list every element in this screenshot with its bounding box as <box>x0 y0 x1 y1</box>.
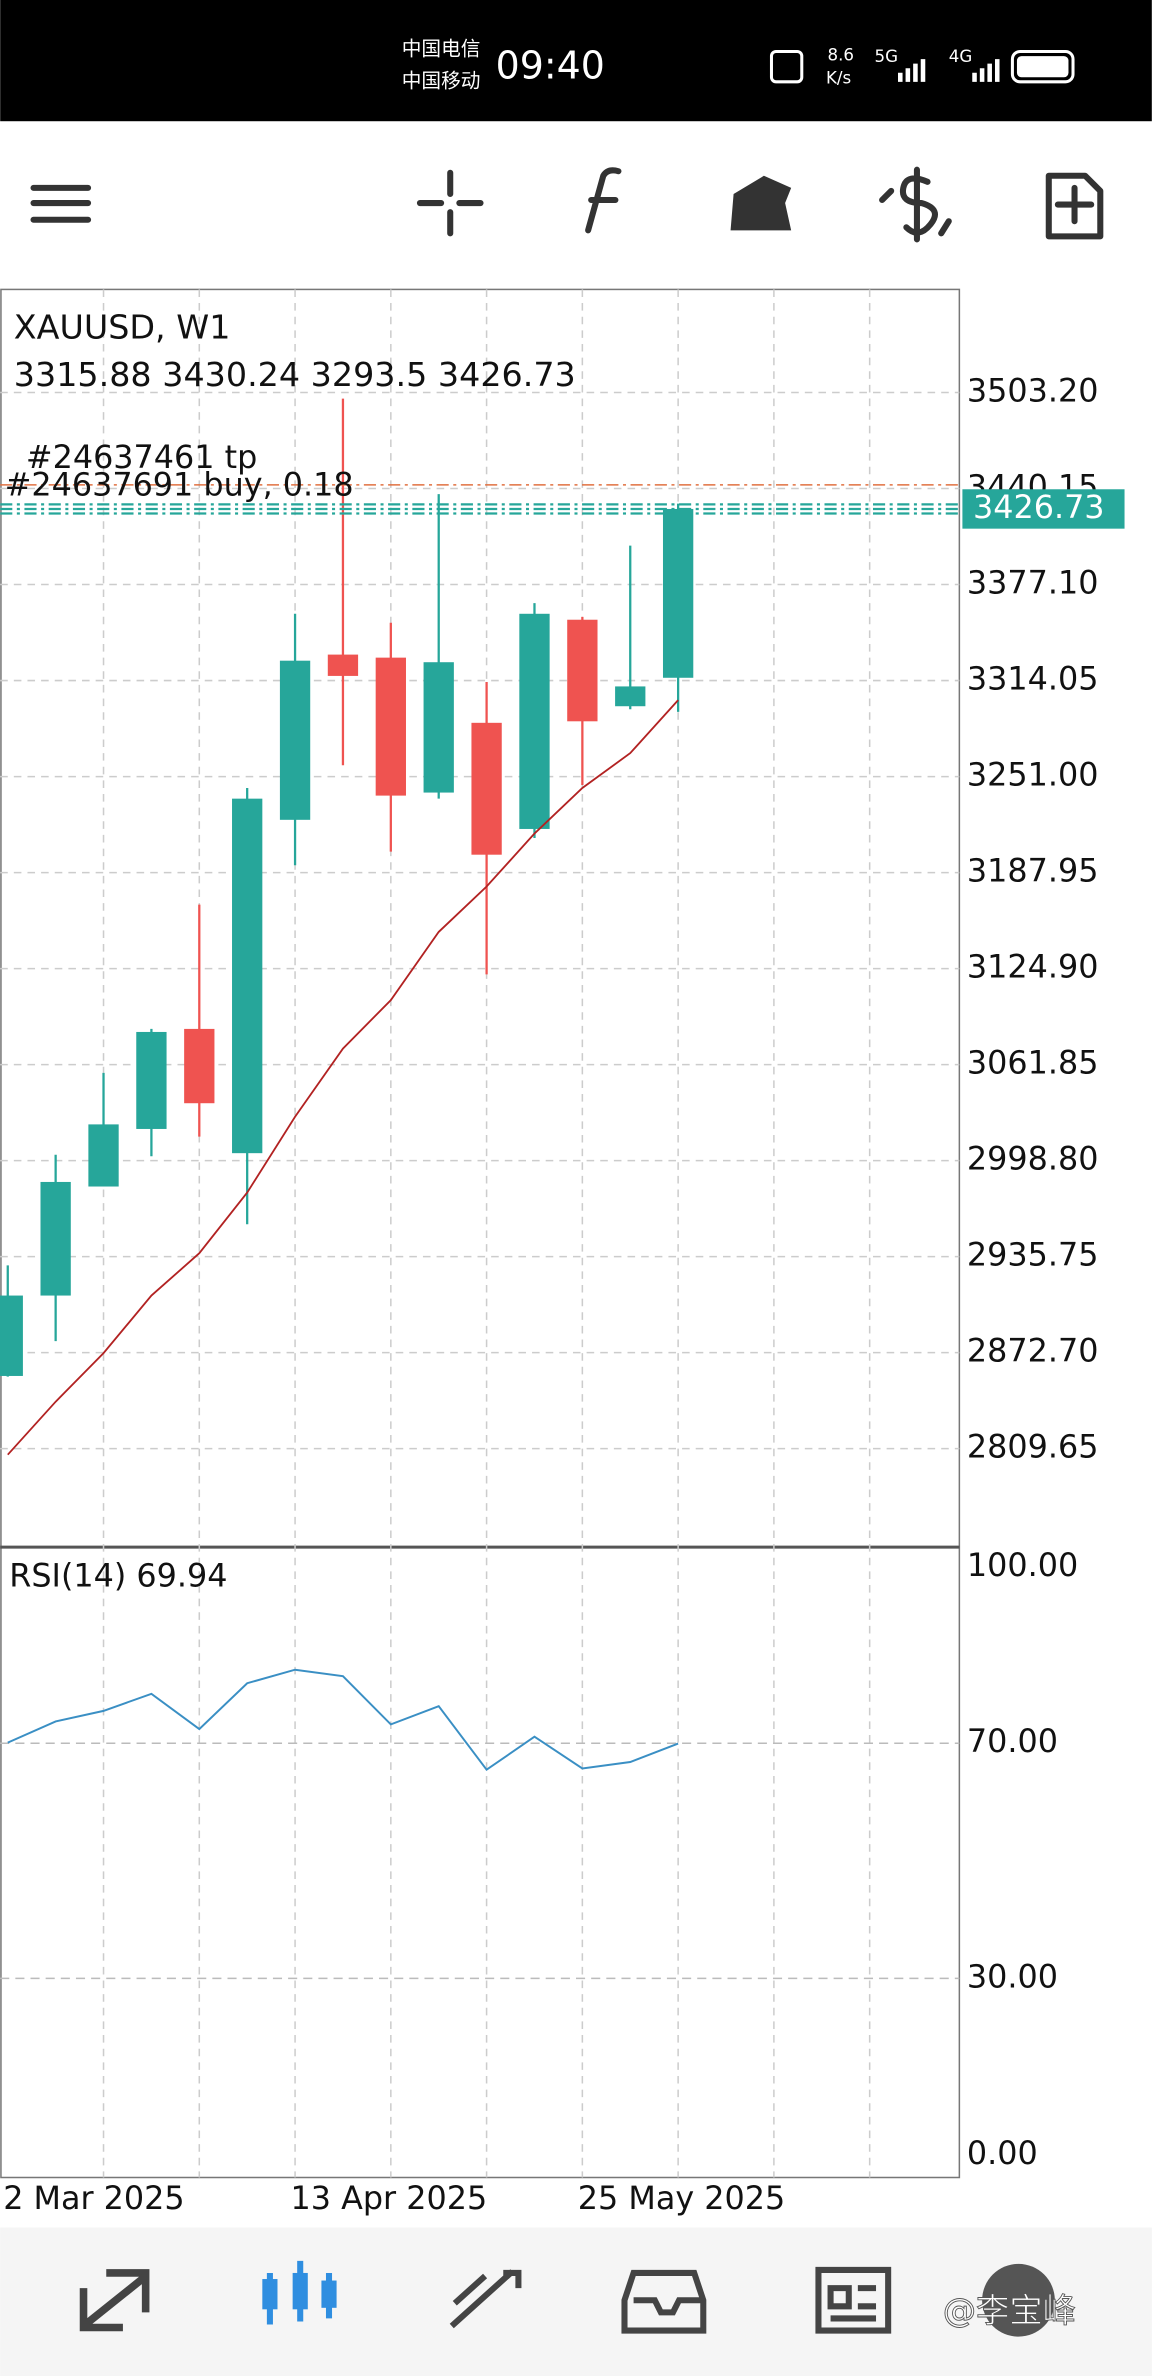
high-value: 3430.24 <box>162 354 300 393</box>
x-tick-label: 25 May 2025 <box>578 2179 785 2217</box>
carrier: 中国电信 <box>402 38 481 61</box>
quotes-tab[interactable] <box>79 2269 150 2332</box>
history-tab[interactable] <box>621 2269 707 2334</box>
objects-button[interactable] <box>730 175 792 231</box>
rsi-name: RSI(14) <box>9 1556 126 1594</box>
candle-body <box>423 662 454 793</box>
trade-tab[interactable] <box>449 2269 522 2329</box>
open-value: 3315.88 <box>14 354 152 393</box>
chart-title: XAUUSD, W1 <box>14 307 231 346</box>
chart-tab-icon <box>262 2279 278 2310</box>
carrier: 中国移动 <box>402 69 481 92</box>
news-tab[interactable] <box>815 2266 892 2334</box>
rsi-tick-label: 70.00 <box>967 1722 1058 1760</box>
clock: 09:40 <box>496 44 605 88</box>
candle-body <box>88 1124 119 1187</box>
low-value: 3293.5 <box>311 354 428 393</box>
battery-level <box>1016 56 1069 78</box>
y-tick-label: 3187.95 <box>967 852 1099 890</box>
rsi-label: RSI(14) 69.94 <box>9 1556 227 1594</box>
status-bar <box>0 0 1152 122</box>
ohlc-readout: 3315.88 3430.24 3293.5 3426.73 <box>14 354 576 393</box>
y-tick-label: 2872.70 <box>967 1332 1099 1370</box>
candle-body <box>615 686 646 707</box>
order-label: #24637691 buy, 0.18 <box>5 465 354 503</box>
candle-body <box>0 1295 23 1376</box>
battery <box>1010 50 1075 84</box>
y-tick-label: 3314.05 <box>967 660 1099 698</box>
candle-body <box>567 619 598 722</box>
candle-body <box>375 657 406 796</box>
x-tick-label: 2 Mar 2025 <box>3 2179 184 2217</box>
avatar-tab[interactable] <box>982 2263 1055 2337</box>
candle-body <box>136 1031 167 1129</box>
chart-frame <box>0 288 961 2179</box>
y-tick-label: 2809.65 <box>967 1428 1099 1466</box>
y-tick-label: 2935.75 <box>967 1236 1099 1274</box>
y-tick-label: 3124.90 <box>967 948 1099 986</box>
order-label: #24637461 tp <box>26 438 257 476</box>
y-tick-label: 2998.80 <box>967 1140 1099 1178</box>
candle-body <box>40 1181 71 1296</box>
rsi-value: 69.94 <box>136 1556 227 1594</box>
price-tag <box>962 489 1125 529</box>
watermark: @李宝峰 <box>943 2291 1076 2330</box>
close-value: 3426.73 <box>438 354 576 393</box>
candle-body <box>662 508 694 678</box>
y-tick-label: 3503.20 <box>967 372 1099 410</box>
y-tick-label: 3251.00 <box>967 756 1099 794</box>
candle-body <box>184 1028 215 1104</box>
crosshair-button[interactable] <box>416 169 484 237</box>
rsi-tick-label: 30.00 <box>967 1957 1058 1995</box>
y-tick-label: 3061.85 <box>967 1044 1099 1082</box>
rsi-tick-label: 100.00 <box>967 1546 1078 1584</box>
rsi-line <box>7 1668 679 1772</box>
signal-type: 5G <box>875 47 899 66</box>
vibrate-icon <box>769 50 804 84</box>
menu-button[interactable] <box>30 184 92 223</box>
bottom-nav <box>0 2227 1152 2376</box>
net-unit: K/s <box>826 68 851 87</box>
candle-body <box>279 660 311 820</box>
net-speed: 8.6 <box>828 46 855 65</box>
moving-average <box>7 699 679 1456</box>
new-order-button[interactable] <box>1045 172 1104 240</box>
chart-tab-icon <box>292 2272 308 2310</box>
signal-type: 4G <box>949 47 973 66</box>
toolbar <box>30 166 1104 243</box>
signal-bars <box>898 59 1000 82</box>
y-tick-label: 3377.10 <box>967 564 1099 602</box>
candle-body <box>519 613 550 829</box>
indicators-button[interactable] <box>585 167 622 234</box>
candle-body <box>232 798 263 1154</box>
price-tag-label: 3426.73 <box>973 488 1105 526</box>
trade-button[interactable] <box>879 166 952 243</box>
candle-body <box>327 654 359 676</box>
chart-tab-icon <box>321 2280 337 2308</box>
candle-body <box>471 722 502 855</box>
rsi-tick-label: 0.00 <box>967 2134 1038 2172</box>
x-tick-label: 13 Apr 2025 <box>291 2179 488 2217</box>
